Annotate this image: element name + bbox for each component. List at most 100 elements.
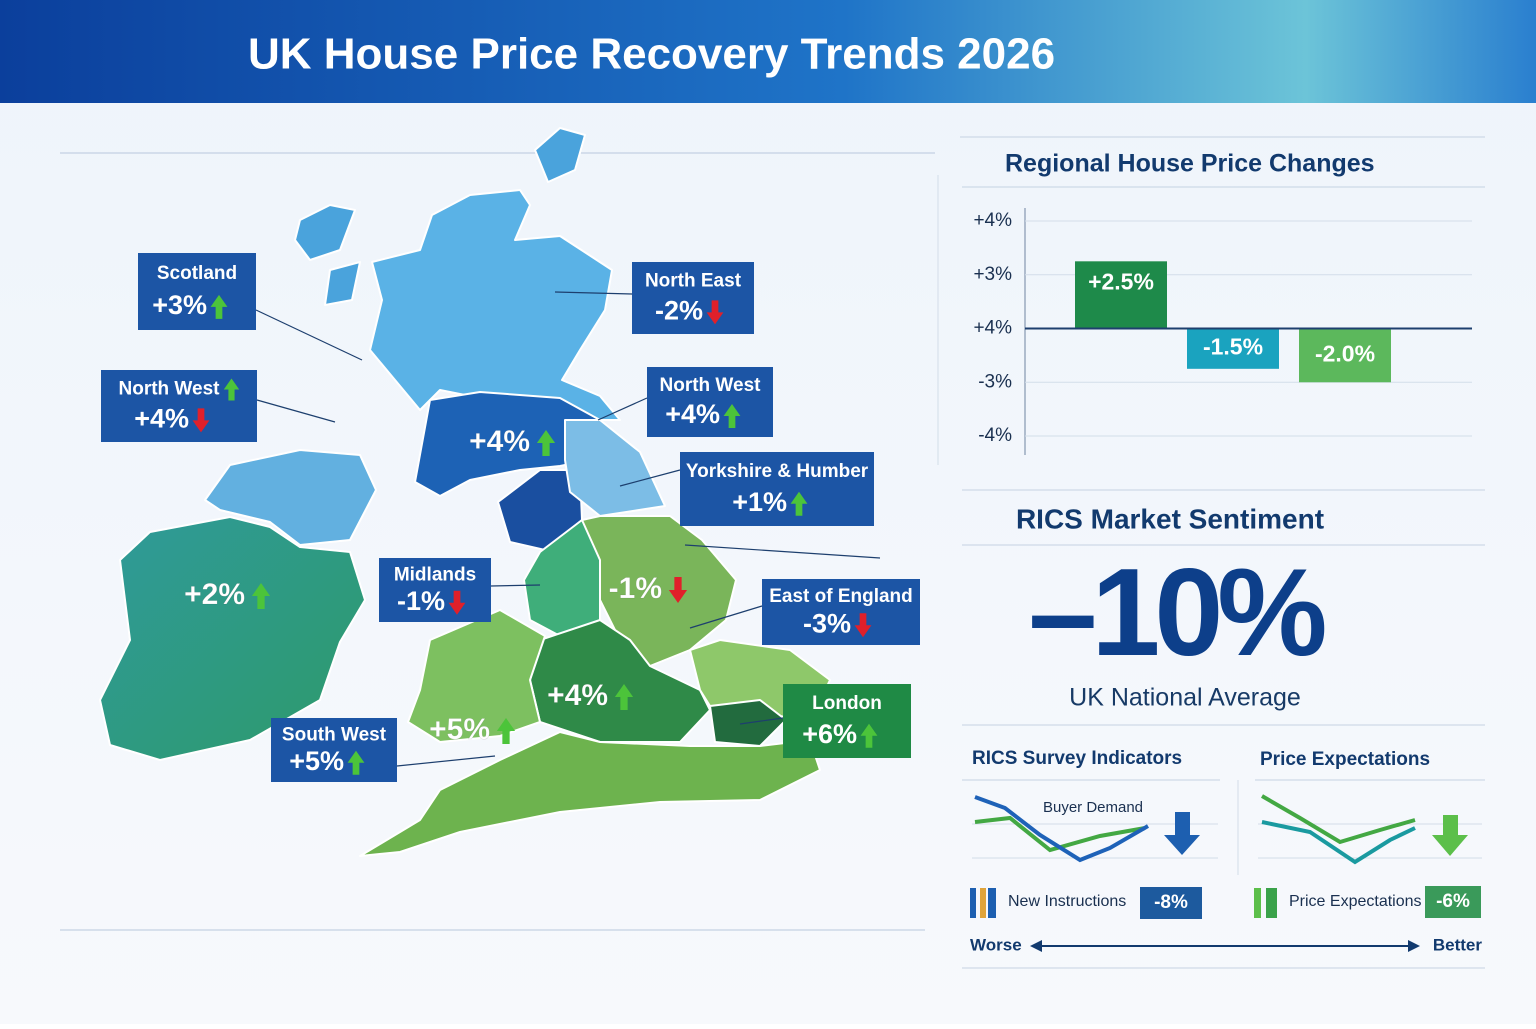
label-box: [138, 253, 256, 330]
scale-high: Better: [1433, 935, 1483, 954]
indicator-value: -8%: [1154, 892, 1188, 913]
leader-line: [554, 291, 633, 295]
trend-arrow: [790, 491, 808, 516]
region-change: -3%: [803, 608, 851, 638]
trend-arrow: [251, 583, 271, 609]
trend-arrow: [723, 404, 741, 428]
region-change: +5%: [429, 713, 490, 746]
region-name: North East: [645, 270, 742, 291]
region-change: +4%: [665, 399, 720, 429]
region-name: Scotland: [157, 263, 237, 284]
label-box: [680, 452, 874, 526]
legend-swatch: [988, 888, 996, 918]
line-label: Buyer Demand: [1043, 799, 1143, 816]
bar-value-label: -2.0%: [1315, 340, 1375, 366]
label-box: [271, 718, 397, 782]
region-yorkshire: [581, 515, 737, 667]
legend-swatch: [980, 888, 986, 918]
indicator-item: New Instructions: [1008, 893, 1126, 910]
bar-value-label: +2.5%: [1088, 268, 1154, 294]
sentiment-subtitle: UK National Average: [1069, 684, 1301, 712]
sparkline: [974, 815, 1146, 853]
indicator-value: -6%: [1436, 891, 1470, 912]
region-name: North West: [660, 375, 762, 396]
y-tick-label: -4%: [978, 425, 1012, 446]
leader-line: [689, 605, 763, 629]
y-tick-label: +3%: [973, 264, 1012, 285]
region-name: North West: [119, 378, 221, 399]
bar-chart: +4% +3% +4% -3% -4% +2.5% -1.5% -2.0%: [973, 210, 1472, 446]
trend-arrow: [706, 300, 724, 325]
chart-title: Regional House Price Changes: [1005, 150, 1375, 178]
trend-arrow: [1164, 812, 1200, 855]
trend-arrow: [448, 590, 466, 615]
region-change: +4%: [469, 425, 530, 458]
leader-line: [490, 584, 541, 587]
region-change: +3%: [152, 290, 207, 320]
label-box: [647, 367, 773, 437]
y-tick-label: +4%: [973, 210, 1012, 231]
sparkline: [974, 795, 1150, 863]
leader-line: [256, 399, 336, 423]
region-change: +4%: [134, 404, 189, 434]
leader-lines: [255, 291, 881, 767]
region-scotland: [369, 189, 621, 421]
trend-arrow: [1432, 815, 1468, 856]
region-change: -1%: [397, 586, 445, 616]
sentiment-headline: –10%: [1028, 544, 1324, 682]
region-name: London: [812, 693, 882, 714]
region-change: +5%: [289, 746, 344, 776]
trend-arrow: [192, 408, 210, 433]
legend-swatch: [1254, 888, 1261, 918]
region-name: South West: [282, 724, 387, 745]
label-box: [783, 684, 911, 758]
leader-line: [255, 309, 363, 361]
trend-arrow: [668, 577, 688, 603]
indicator-badge: [1140, 887, 1202, 919]
region-change: +2%: [184, 578, 245, 611]
page-title: UK House Price Recovery Trends 2026: [248, 30, 1055, 79]
bar: [1299, 328, 1391, 383]
region-ireland: [99, 516, 366, 761]
bar: [1187, 328, 1279, 369]
region-change: -2%: [655, 296, 703, 326]
trend-arrow: [210, 294, 228, 319]
indicator-item: Price Expectations: [1289, 893, 1422, 910]
legend-swatch: [1266, 888, 1277, 918]
region-change: +1%: [732, 487, 787, 517]
bar: [1075, 261, 1167, 329]
sentiment-title: RICS Market Sentiment: [1016, 503, 1324, 534]
label-box: [632, 262, 754, 334]
trend-arrow: [347, 750, 365, 775]
region-northern-ireland: [204, 449, 377, 546]
trend-arrow: [860, 723, 878, 748]
legend-swatch: [970, 888, 976, 918]
label-box: [379, 558, 491, 622]
leader-line: [619, 469, 681, 487]
bar-value-label: -1.5%: [1203, 334, 1263, 360]
indicator-title: Price Expectations: [1260, 749, 1430, 770]
label-box: [762, 579, 920, 645]
y-tick-label: +4%: [973, 318, 1012, 339]
scale-low: Worse: [970, 935, 1022, 954]
region-name: East of England: [769, 586, 913, 607]
region-name: Yorkshire & Humber: [686, 461, 869, 482]
header-bar: [0, 0, 1536, 103]
trend-arrow: [496, 718, 516, 744]
leader-line: [597, 397, 648, 421]
indicator-badge: [1425, 886, 1481, 918]
map-labels: Scotland +3% North East -2% North West +4% Nor…: [101, 253, 920, 782]
trend-arrow: [614, 684, 634, 710]
y-tick-label: -3%: [978, 371, 1012, 392]
region-change: -1%: [609, 572, 662, 605]
sparkline: [1261, 820, 1416, 865]
region-wales: [407, 609, 546, 743]
leader-line: [684, 544, 881, 559]
indicator-title: RICS Survey Indicators: [972, 748, 1182, 769]
trend-arrow: [223, 378, 240, 401]
region-change: +4%: [547, 679, 608, 712]
region-islands: [294, 127, 586, 306]
region-change: +6%: [802, 719, 857, 749]
trend-arrow: [854, 613, 872, 638]
